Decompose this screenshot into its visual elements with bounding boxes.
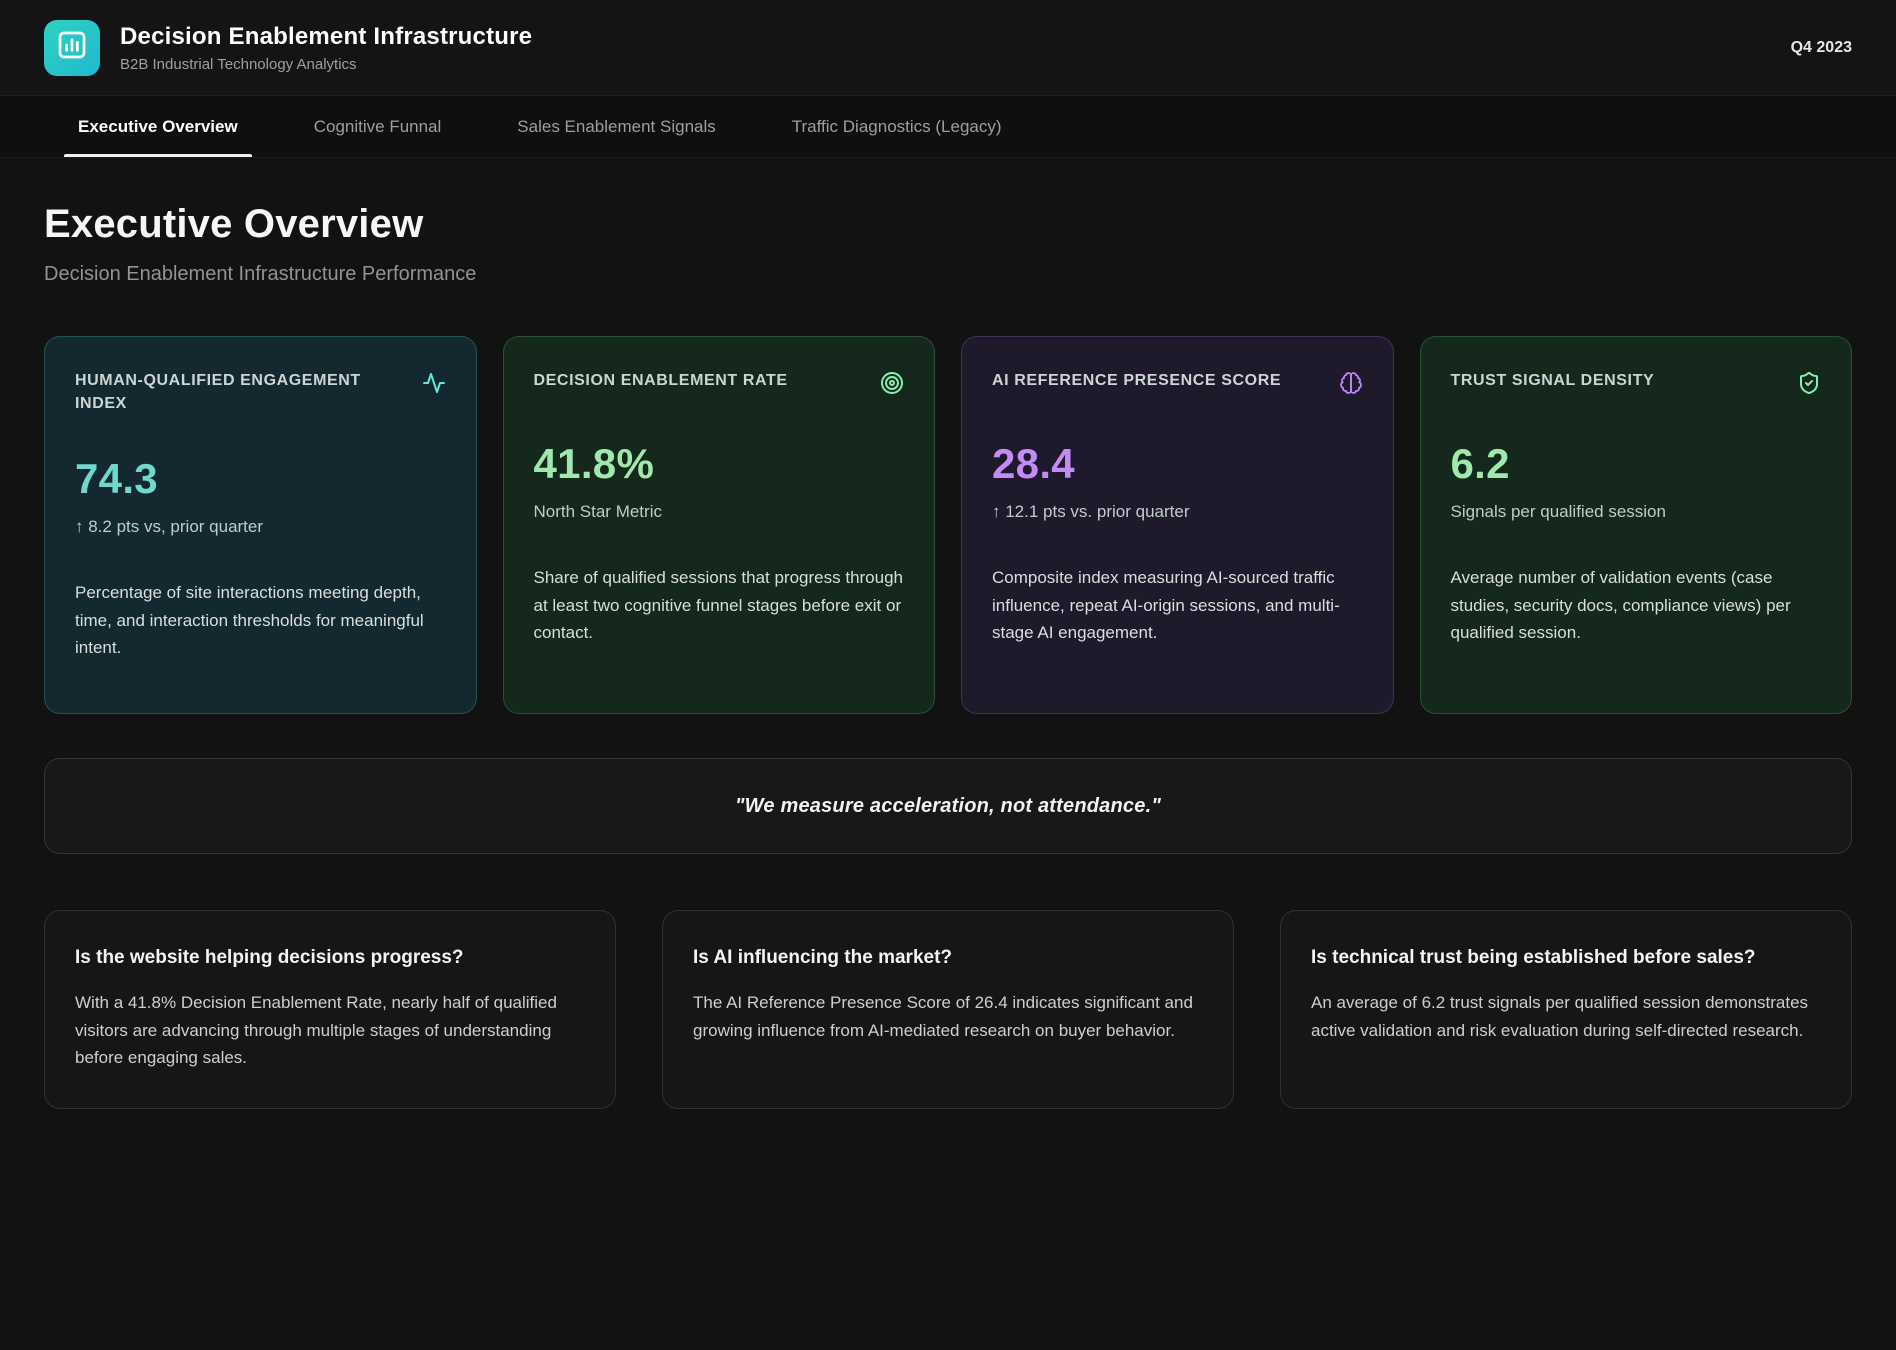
metric-sublabel: Signals per qualified session — [1450, 502, 1666, 521]
insight-card-decisions-progress: Is the website helping decisions progres… — [44, 910, 616, 1109]
shield-check-icon — [1797, 371, 1821, 400]
insight-question: Is the website helping decisions progres… — [75, 947, 464, 968]
metric-label: Decision Enablement Rate — [533, 372, 788, 389]
metric-label: Human-Qualified Engagement Index — [75, 372, 361, 413]
tab-cognitive-funnal[interactable]: Cognitive Funnal — [313, 116, 442, 136]
metric-description: Percentage of site interactions meeting … — [75, 583, 424, 658]
insight-grid: Is the website helping decisions progres… — [44, 910, 1852, 1169]
insight-card-ai-influence: Is AI influencing the market? The AI Ref… — [662, 910, 1234, 1109]
metric-card-human-qualified-engagement-index: Human-Qualified Engagement Index 74.3 ↑ … — [44, 336, 477, 714]
page-subtitle: Decision Enablement Infrastructure Perfo… — [44, 263, 477, 285]
page-title: Executive Overview — [44, 202, 424, 246]
tab-sales-enablement-signals[interactable]: Sales Enablement Signals — [517, 116, 716, 136]
period-badge: Q4 2023 — [1790, 38, 1852, 56]
metric-delta: ↑ 12.1 pts vs. prior quarter — [992, 502, 1190, 521]
metric-value: 41.8% — [533, 440, 655, 487]
tab-bar: Executive Overview Cognitive Funnal Sale… — [0, 96, 1896, 158]
insight-card-technical-trust: Is technical trust being established bef… — [1280, 910, 1852, 1109]
bar-chart-icon — [56, 29, 88, 66]
metric-label: Trust Signal Density — [1450, 372, 1655, 389]
insight-answer: An average of 6.2 trust signals per qual… — [1311, 993, 1809, 1040]
insight-question: Is technical trust being established bef… — [1311, 947, 1756, 968]
target-icon — [880, 371, 904, 400]
brain-icon — [1339, 371, 1363, 400]
metric-card-ai-reference-presence-score: AI Reference Presence Score 28.4 ↑ 12.1 … — [961, 336, 1394, 714]
insight-answer: With a 41.8% Decision Enablement Rate, n… — [75, 993, 557, 1068]
app-subtitle: B2B Industrial Technology Analytics — [120, 55, 357, 73]
insight-answer: The AI Reference Presence Score of 26.4 … — [693, 993, 1193, 1040]
metric-grid: Human-Qualified Engagement Index 74.3 ↑ … — [44, 336, 1852, 714]
metric-description: Average number of validation events (cas… — [1450, 568, 1791, 643]
tab-traffic-diagnostics-legacy[interactable]: Traffic Diagnostics (Legacy) — [791, 116, 1002, 136]
activity-icon — [422, 371, 446, 400]
metric-card-trust-signal-density: Trust Signal Density 6.2 Signals per qua… — [1419, 336, 1852, 714]
metric-value: 74.3 — [75, 455, 158, 503]
app-header: Decision Enablement Infrastructure B2B I… — [0, 0, 1896, 96]
insight-question: Is AI influencing the market? — [693, 947, 953, 968]
metric-card-decision-enablement-rate: Decision Enablement Rate 41.8% North Sta… — [502, 336, 935, 714]
metric-sublabel: North Star Metric — [533, 502, 662, 521]
metric-description: Composite index measuring AI-sourced tra… — [992, 568, 1340, 643]
metric-delta: ↑ 8.2 pts vs, prior quarter — [75, 517, 264, 537]
app-logo — [44, 19, 100, 76]
metric-value: 28.4 — [992, 440, 1075, 487]
metric-description: Share of qualified sessions that progres… — [533, 568, 904, 643]
quote-text: "We measure acceleration, not attendance… — [734, 794, 1162, 817]
metric-value: 6.2 — [1450, 440, 1510, 487]
main-content: Executive Overview Decision Enablement I… — [0, 158, 1896, 1169]
app-title: Decision Enablement Infrastructure — [120, 22, 533, 50]
tab-executive-overview[interactable]: Executive Overview — [44, 96, 272, 157]
metric-label: AI Reference Presence Score — [992, 372, 1282, 389]
quote-banner: "We measure acceleration, not attendance… — [44, 758, 1852, 854]
